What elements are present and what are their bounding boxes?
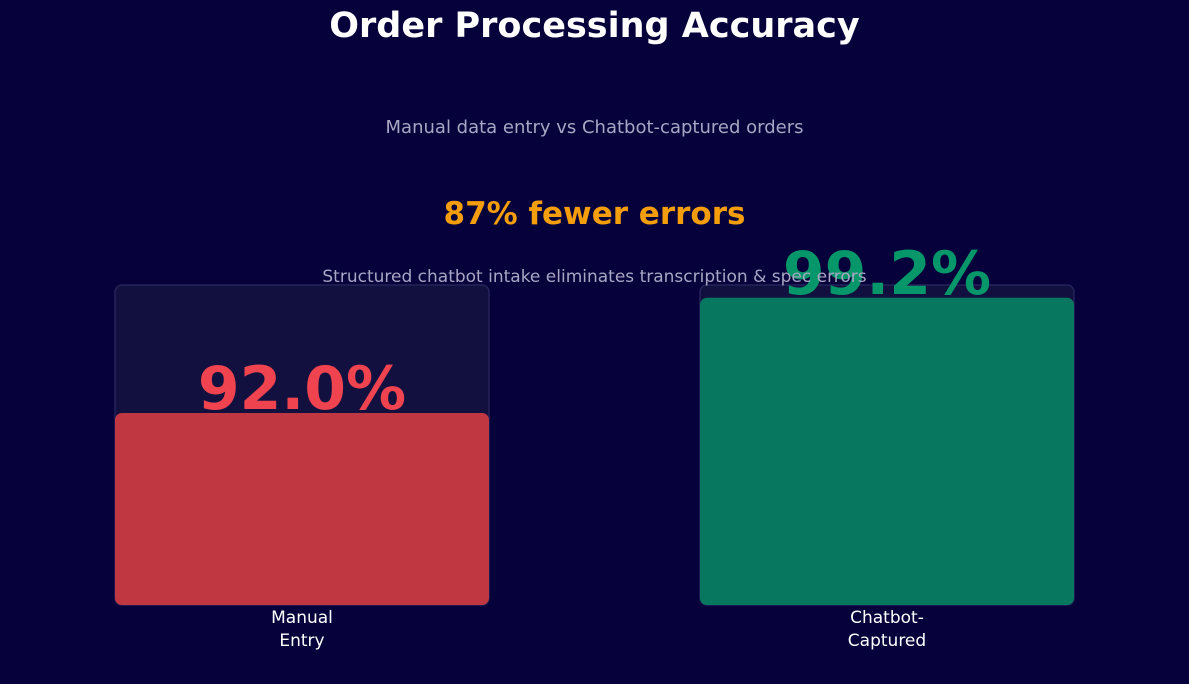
chart-subtitle: Manual data entry vs Chatbot-captured or… <box>386 117 804 138</box>
callout-subtext: Structured chatbot intake eliminates tra… <box>322 267 866 287</box>
category-labels: Manual Entry Chatbot-Captured <box>271 608 926 651</box>
bar <box>115 413 489 605</box>
category-label: Manual Entry <box>271 608 333 651</box>
callout-headline: 87% fewer errors <box>444 196 746 232</box>
value-labels: 92.0% 99.2% <box>198 239 991 424</box>
chart-title: Order Processing Accuracy <box>329 6 860 46</box>
bar <box>700 297 1074 605</box>
bar-value-label: 99.2% <box>783 239 991 309</box>
bars <box>115 297 1074 605</box>
bar-value-label: 92.0% <box>198 354 406 424</box>
category-label: Chatbot-Captured <box>848 608 926 651</box>
